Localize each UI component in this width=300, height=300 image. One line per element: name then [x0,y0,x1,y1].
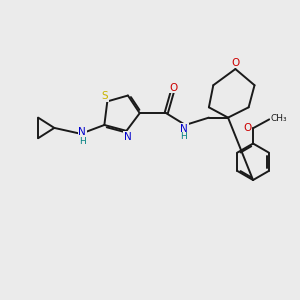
Text: H: H [181,132,187,141]
Text: S: S [101,91,108,101]
Text: O: O [169,82,178,93]
Text: N: N [78,127,86,137]
Text: O: O [243,123,251,133]
Text: H: H [79,137,86,146]
Text: CH₃: CH₃ [271,114,287,123]
Text: O: O [231,58,239,68]
Text: N: N [124,132,132,142]
Text: N: N [180,124,188,134]
